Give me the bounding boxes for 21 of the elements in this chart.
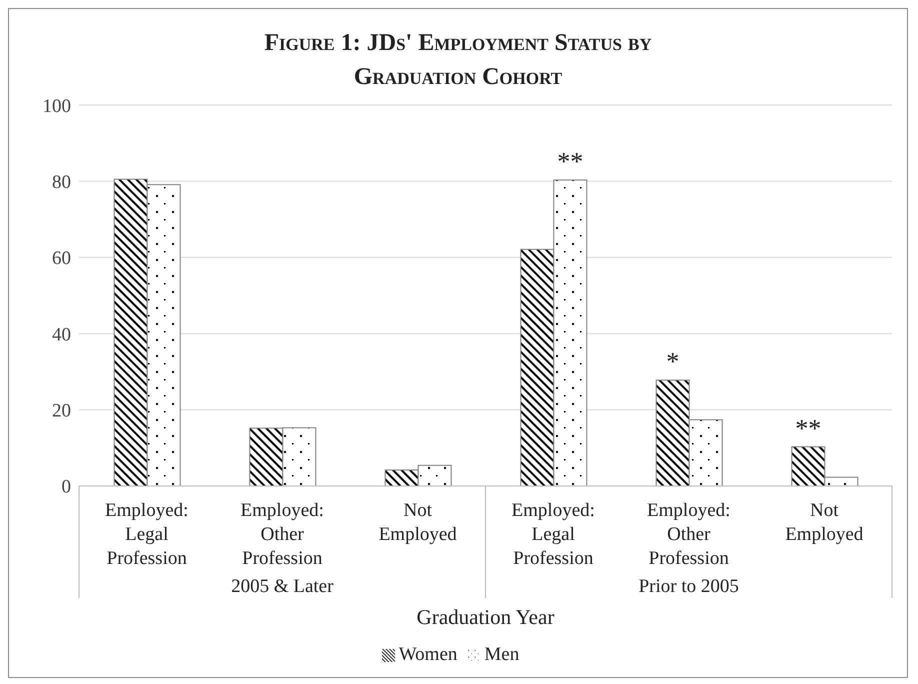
x-tick-label: Not Employed — [378, 500, 458, 545]
x-tick-label: Employed: Other Profession — [647, 500, 730, 569]
chart-title: Figure 1: JDs' Employment Status by Graduation Cohort — [263, 28, 653, 92]
data-label: ** — [795, 414, 822, 443]
y-tick-label: 60 — [52, 248, 71, 270]
text: 2005 & Later — [231, 576, 334, 597]
y-tick-label: 80 — [52, 172, 71, 193]
y-tick-label: 100 — [42, 96, 71, 117]
y-tick-label: 40 — [52, 324, 71, 346]
legend-label: Men — [484, 644, 520, 665]
x-tick-label: Employed: Legal Profession — [105, 500, 188, 569]
legend-label: Women — [398, 644, 458, 665]
data-label: * — [666, 347, 680, 376]
x-tick-label: Employed: Legal Profession — [512, 500, 595, 569]
x-tick-label: Not Employed — [785, 500, 864, 545]
y-tick-label: 0 — [62, 476, 71, 498]
x-axis-title: Graduation Year — [416, 605, 554, 629]
y-tick-label: 20 — [52, 400, 71, 422]
x-tick-label: Employed: Other Profession — [240, 500, 324, 569]
text: Prior to 2005 — [638, 576, 739, 597]
data-label: ** — [557, 147, 584, 176]
